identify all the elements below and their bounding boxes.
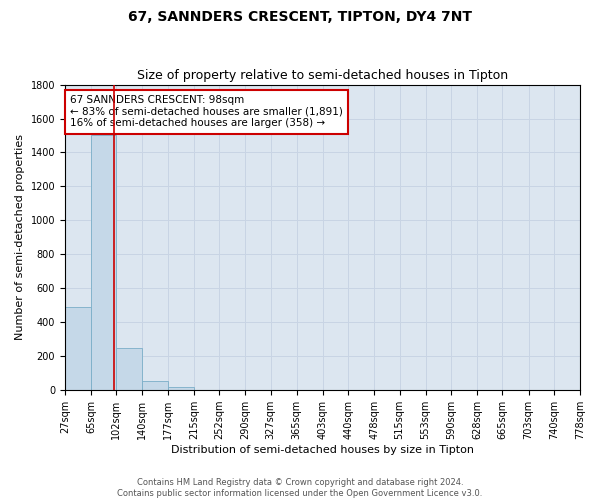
Bar (65, 307, 91, 390)
X-axis label: Distribution of semi-detached houses by size in Tipton: Distribution of semi-detached houses by … (171, 445, 474, 455)
Bar (116, 348, 142, 390)
Text: 67 SANNDERS CRESCENT: 98sqm
← 83% of semi-detached houses are smaller (1,891)
16: 67 SANNDERS CRESCENT: 98sqm ← 83% of sem… (70, 96, 343, 128)
Y-axis label: Number of semi-detached properties: Number of semi-detached properties (15, 134, 25, 340)
Bar (168, 387, 194, 390)
Text: 67, SANNDERS CRESCENT, TIPTON, DY4 7NT: 67, SANNDERS CRESCENT, TIPTON, DY4 7NT (128, 10, 472, 24)
Bar (91, 136, 116, 390)
Text: Contains HM Land Registry data © Crown copyright and database right 2024.
Contai: Contains HM Land Registry data © Crown c… (118, 478, 482, 498)
Bar (142, 381, 168, 390)
Title: Size of property relative to semi-detached houses in Tipton: Size of property relative to semi-detach… (137, 69, 508, 82)
